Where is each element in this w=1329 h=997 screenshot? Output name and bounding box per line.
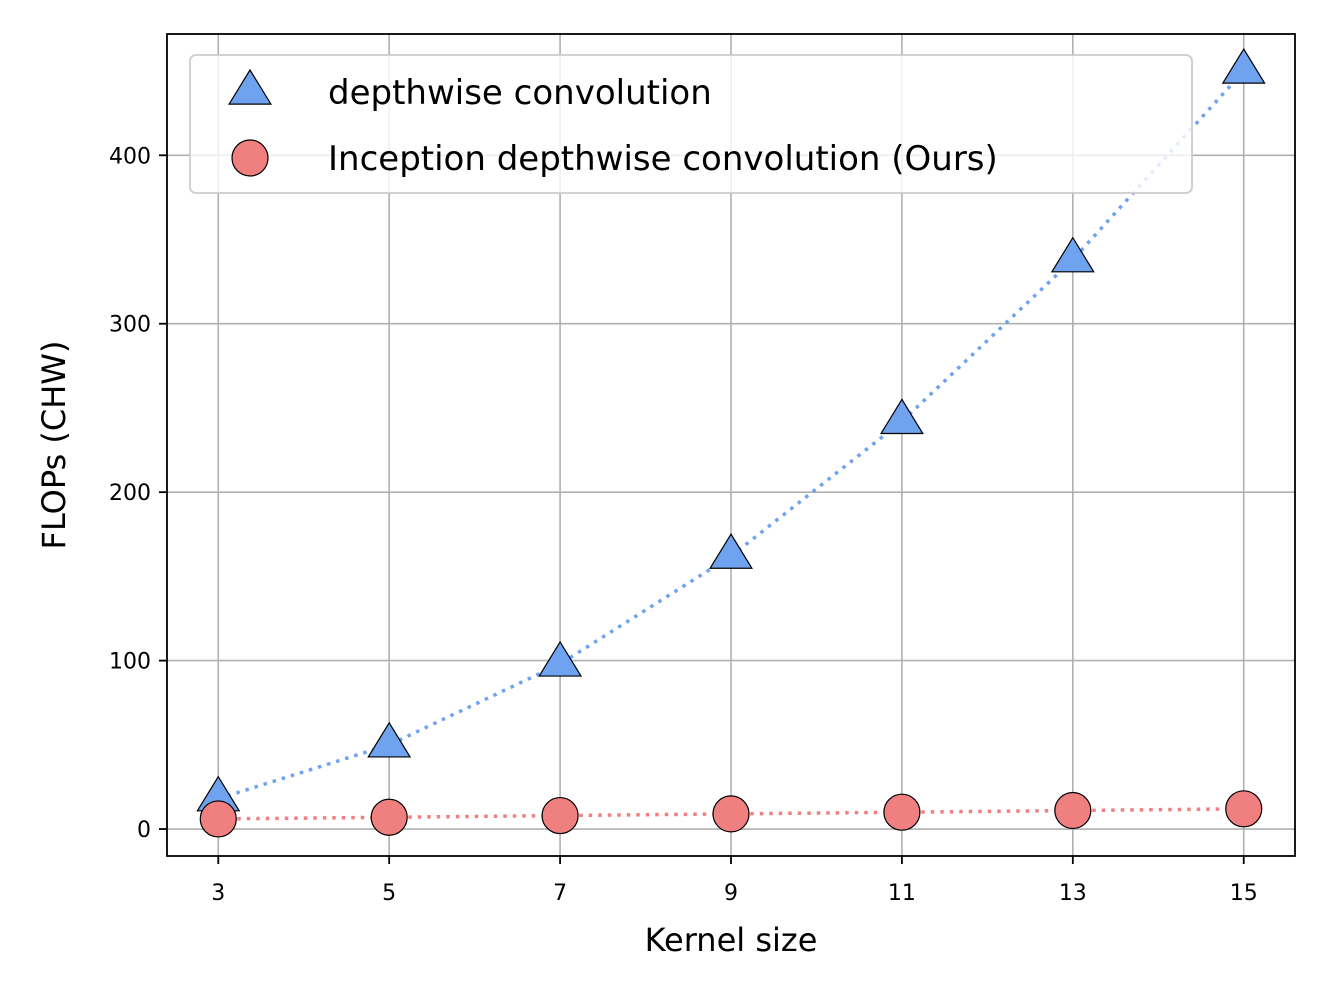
x-tick-label: 5: [382, 881, 396, 906]
legend-label-1: depthwise convolution: [328, 73, 712, 113]
legend-box: [189, 54, 1193, 194]
data-point-circle: [883, 793, 921, 831]
data-point-circle: [541, 796, 579, 835]
axis-ticks: 3 5 7 9 11 13 15 0 100 200 300 400: [109, 144, 1258, 906]
series-markers: [196, 47, 1266, 838]
data-point-circle: [1225, 790, 1263, 828]
y-tick-label: 400: [109, 144, 151, 169]
x-tick-label: 15: [1230, 881, 1258, 906]
x-tick-label: 3: [211, 881, 225, 906]
data-point-triangle: [1050, 236, 1095, 273]
x-tick-label: 13: [1059, 881, 1087, 906]
data-point-circle: [199, 800, 237, 838]
y-axis-label: FLOPs (CHW): [35, 341, 73, 550]
data-point-triangle: [538, 640, 583, 677]
x-tick-label: 7: [553, 881, 567, 906]
y-tick-label: 300: [109, 313, 151, 338]
data-point-triangle: [709, 533, 753, 569]
y-tick-label: 100: [109, 650, 151, 675]
y-tick-label: 200: [109, 481, 151, 506]
data-point-circle: [1054, 791, 1092, 830]
data-point-triangle: [1221, 47, 1266, 84]
y-tick-label: 0: [137, 818, 151, 843]
legend-marker-circle: [231, 139, 269, 177]
data-point-circle: [370, 798, 408, 836]
data-point-triangle: [367, 721, 412, 758]
legend: depthwise convolution Inception depthwise…: [189, 54, 1193, 194]
data-point-circle: [712, 795, 750, 833]
x-tick-label: 9: [724, 881, 738, 906]
data-point-triangle: [879, 398, 924, 435]
legend-marker-triangle: [228, 68, 272, 105]
x-tick-label: 11: [888, 881, 916, 906]
legend-label-2: Inception depthwise convolution (Ours): [328, 139, 998, 179]
x-axis-label: Kernel size: [645, 921, 818, 959]
